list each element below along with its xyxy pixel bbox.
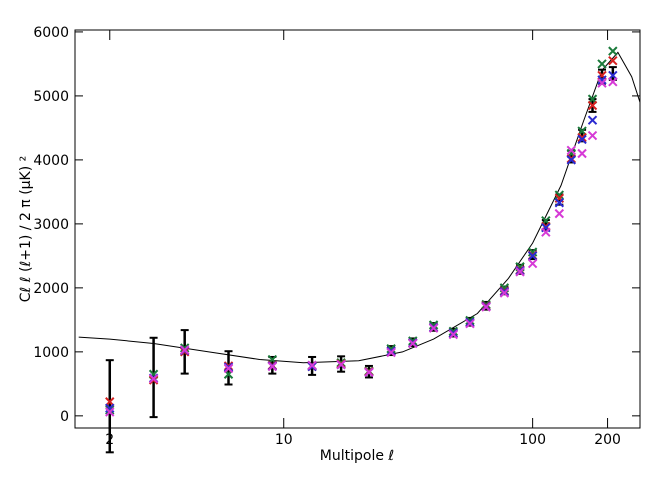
x-tick-label: 200 <box>594 432 621 448</box>
cross-marker <box>608 77 618 87</box>
cross-marker <box>223 363 234 374</box>
cross-marker <box>541 227 551 237</box>
plot-frame <box>74 29 641 429</box>
cross-marker <box>386 347 396 358</box>
cross-marker <box>428 323 439 333</box>
cross-marker <box>105 403 115 413</box>
cross-marker <box>105 407 115 417</box>
y-tick-label: 6000 <box>33 25 69 41</box>
cross-marker <box>428 320 439 330</box>
cross-marker <box>179 343 190 353</box>
cross-marker <box>499 288 510 298</box>
cross-marker <box>608 56 618 66</box>
x-tick-label: 10 <box>275 432 293 448</box>
cross-marker <box>608 46 618 56</box>
cross-marker <box>597 78 607 88</box>
cross-marker <box>566 145 577 156</box>
y-tick-label: 1000 <box>33 345 69 361</box>
cross-marker <box>386 343 396 354</box>
cross-marker <box>577 134 587 145</box>
cross-marker <box>307 360 317 371</box>
y-axis-label: Cℓ ℓ (ℓ+1) / 2 π (μK) ² <box>18 156 34 303</box>
cross-marker <box>527 258 538 269</box>
cross-marker <box>577 148 587 159</box>
cross-marker <box>597 59 607 69</box>
cross-marker <box>465 315 475 326</box>
cross-marker <box>587 130 598 141</box>
cross-marker <box>587 100 598 111</box>
y-tick-label: 5000 <box>33 89 69 105</box>
x-tick-label: 100 <box>519 432 546 448</box>
cross-marker <box>408 336 418 346</box>
cross-marker <box>408 338 418 349</box>
theory-curve <box>78 51 641 364</box>
y-tick-label: 3000 <box>33 217 69 233</box>
cross-marker <box>577 132 587 143</box>
cross-marker <box>527 247 538 257</box>
cross-marker <box>364 367 374 378</box>
y-tick-label: 2000 <box>33 281 69 297</box>
cross-marker <box>527 251 538 261</box>
cross-marker <box>448 329 459 340</box>
cross-marker <box>336 359 346 370</box>
cross-marker <box>515 267 525 277</box>
cross-marker <box>148 374 159 384</box>
cross-marker <box>481 302 491 312</box>
cross-marker <box>554 198 565 208</box>
cross-marker <box>465 318 475 329</box>
cross-marker <box>597 75 607 85</box>
cross-marker <box>267 361 278 372</box>
y-tick-label: 0 <box>60 409 69 425</box>
cross-marker <box>587 115 598 125</box>
cross-marker <box>179 345 190 355</box>
cross-marker <box>554 208 565 219</box>
y-tick-label: 4000 <box>33 153 69 169</box>
x-axis-label: Multipole ℓ <box>320 448 394 464</box>
cross-marker <box>566 155 577 165</box>
cross-marker <box>105 405 115 415</box>
cross-marker <box>554 190 565 200</box>
cross-marker <box>448 326 459 337</box>
